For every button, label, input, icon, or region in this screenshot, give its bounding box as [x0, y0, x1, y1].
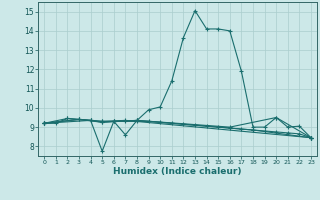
X-axis label: Humidex (Indice chaleur): Humidex (Indice chaleur)	[113, 167, 242, 176]
